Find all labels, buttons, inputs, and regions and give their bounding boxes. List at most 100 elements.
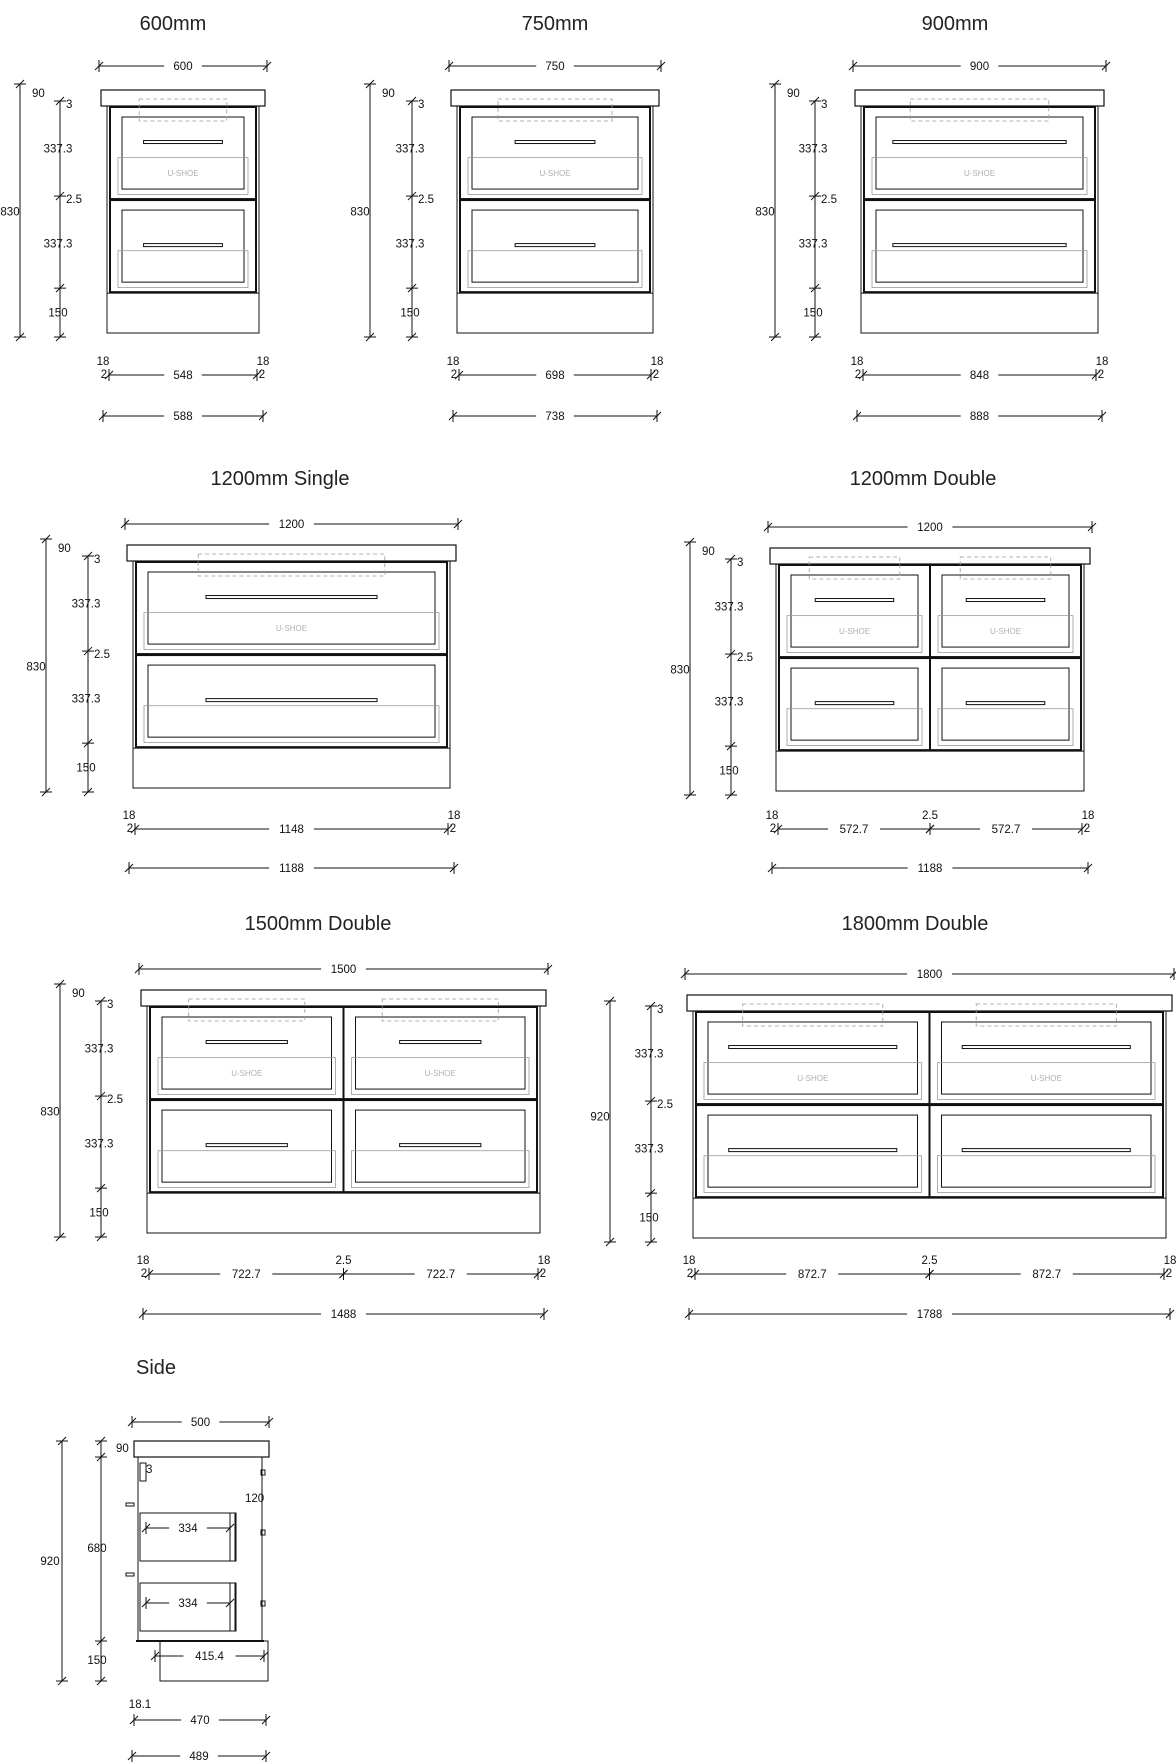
- drawer-box-outline: [117, 250, 249, 288]
- drawer-handle: [892, 140, 1067, 145]
- dimension-tick: [605, 1237, 615, 1247]
- drawer-front: [863, 106, 1096, 201]
- dimension-tick: [134, 964, 144, 974]
- dimension-tick: [150, 1651, 160, 1661]
- dimension-tick: [365, 79, 375, 89]
- drawer-panel: [161, 1016, 332, 1090]
- dimension-tick: [770, 79, 780, 89]
- dimension-tick: [365, 332, 375, 342]
- drawing-title: 1200mm Double: [850, 468, 997, 490]
- reveal-label: 2: [770, 823, 776, 835]
- benchtop-thickness-label: 90: [58, 543, 71, 555]
- benchtop: [686, 994, 1173, 1012]
- drawer-box-outline: [467, 250, 643, 288]
- kick-height-label: 150: [89, 1208, 108, 1220]
- drawer-handle: [814, 598, 895, 603]
- dimension-tick: [407, 191, 417, 201]
- kick-panel: [692, 1197, 1167, 1239]
- benchtop: [769, 547, 1091, 565]
- drawer-height-label: 337.3: [44, 238, 73, 250]
- dimension-tick: [15, 79, 25, 89]
- kick-height-label: 150: [48, 308, 67, 320]
- dimension-tick: [925, 1269, 934, 1279]
- drawer-panel: [471, 209, 639, 283]
- side-thickness-label: 18: [257, 356, 270, 368]
- dimension-tick: [141, 1523, 151, 1533]
- drawer-box-outline: [143, 705, 440, 743]
- dimension-tick: [96, 1452, 106, 1462]
- drawer-front: [928, 1104, 1164, 1199]
- drawer-panel: [161, 1109, 332, 1183]
- watermark: U-SHOE: [425, 1069, 456, 1078]
- drawer-height-label: 337.3: [799, 238, 828, 250]
- drawer-handle: [205, 1143, 288, 1148]
- dimension-tick: [726, 649, 736, 659]
- carcass-width-label: 588: [173, 411, 192, 423]
- dimension-tick: [96, 1183, 106, 1193]
- drawer-handle: [205, 1040, 288, 1045]
- inner-width-label: 848: [970, 370, 989, 382]
- drawer-box-outline: [871, 250, 1088, 288]
- drawer-panel: [707, 1114, 918, 1188]
- drawer-box-outline: [937, 615, 1074, 653]
- kick-height-label: 150: [76, 763, 95, 775]
- drawer-handle: [961, 1045, 1131, 1050]
- dimension-tick: [539, 1309, 549, 1319]
- benchtop-thickness-label: 90: [72, 988, 85, 1000]
- kick-height-label: 150: [400, 308, 419, 320]
- dimension-tick: [407, 283, 417, 293]
- dimension-tick: [767, 863, 777, 873]
- inner-width-label: 872.7: [798, 1269, 827, 1281]
- dimension-tick: [83, 738, 93, 748]
- dimension-tick: [1169, 971, 1176, 979]
- side-thickness-label: 18: [538, 1255, 551, 1267]
- benchtop: [126, 544, 457, 562]
- drawer-panel: [147, 571, 436, 645]
- dimension-tick: [261, 1715, 271, 1725]
- dimension-tick: [261, 1751, 271, 1761]
- dimension-tick: [810, 96, 820, 106]
- drawer-panel: [941, 1021, 1152, 1095]
- inner-width-label: 722.7: [232, 1269, 261, 1281]
- drawer-box-outline: [786, 615, 923, 653]
- dimension-tick: [83, 787, 93, 797]
- dimension-tick: [1087, 522, 1097, 532]
- benchtop-thickness-label: 90: [382, 88, 395, 100]
- dimension-tick: [726, 554, 736, 564]
- drawer-height-label: 337.3: [85, 1044, 114, 1056]
- drawer-gap-label: 2.5: [66, 194, 82, 206]
- dimension-tick: [652, 411, 662, 421]
- drawer-handle: [514, 140, 596, 145]
- elevation-1500d: 1500mm Double 1500 U-SHOE U-SHOE 830 90 3 337.3…: [40, 913, 553, 1321]
- drawer-front: [109, 199, 257, 294]
- drawer-handle: [205, 698, 378, 703]
- drawer-handle: [143, 243, 223, 248]
- inner-width-label: 548: [173, 370, 192, 382]
- reveal-label: 2: [1084, 823, 1090, 835]
- kick-panel: [146, 1192, 541, 1234]
- overall-height-label: 830: [26, 662, 45, 674]
- drawer-height-label: 337.3: [715, 602, 744, 614]
- dimension-tick: [685, 790, 695, 800]
- dimension-tick: [543, 964, 553, 974]
- drawer-box-outline: [786, 708, 923, 746]
- drawing-title: 750mm: [522, 13, 589, 35]
- top-gap-label: 3: [418, 99, 424, 111]
- drawing-title: 1800mm Double: [842, 913, 989, 935]
- dimension-tick: [144, 1269, 154, 1279]
- kick-height-label: 150: [87, 1655, 106, 1667]
- drawer-front: [459, 199, 651, 294]
- centre-gap-label: 2.5: [922, 810, 938, 822]
- drawer-front: [863, 199, 1096, 294]
- drawer-box-outline: [871, 157, 1088, 195]
- basin-outline: [975, 1003, 1117, 1027]
- dimension-tick: [407, 332, 417, 342]
- dimension-tick: [1165, 1309, 1175, 1319]
- benchtop: [133, 1440, 270, 1458]
- dimension-tick: [810, 283, 820, 293]
- top-gap-label: 3: [94, 554, 100, 566]
- dimension-tick: [130, 824, 140, 834]
- drawer-box: [139, 1512, 236, 1562]
- overall-depth-label: 489: [189, 1751, 208, 1763]
- drawer-box-outline: [703, 1155, 922, 1193]
